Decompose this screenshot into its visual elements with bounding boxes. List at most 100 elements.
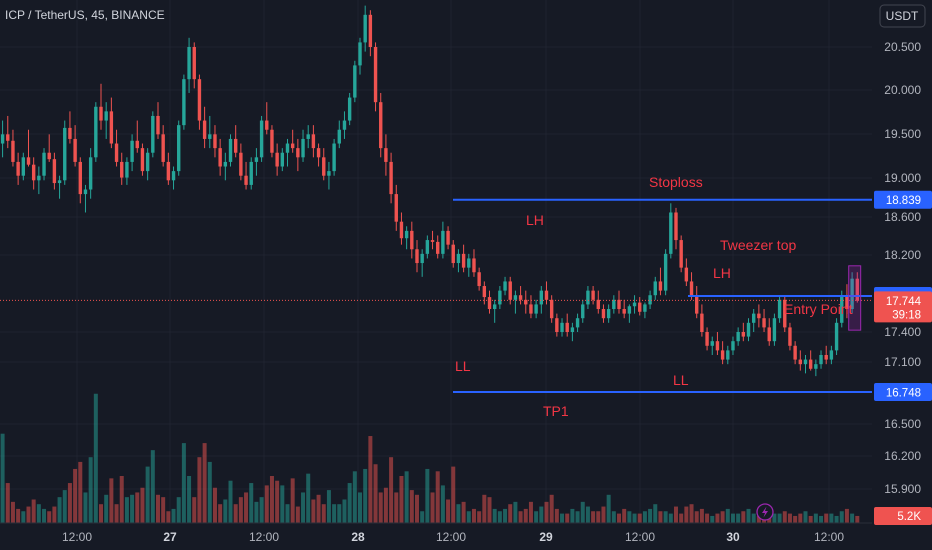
candle-body — [223, 161, 228, 167]
lightning-icon[interactable] — [756, 503, 774, 521]
candle-body — [498, 290, 502, 305]
candle-body — [710, 341, 714, 346]
candle-body — [503, 281, 507, 291]
candle-body — [746, 322, 751, 337]
volume-bar — [560, 513, 565, 523]
candle-body — [482, 286, 487, 298]
price-tick-label: 15.900 — [884, 482, 921, 496]
candle-body — [570, 327, 575, 332]
grid-lines — [0, 0, 872, 523]
candle-body — [52, 159, 57, 184]
candlesticks[interactable] — [0, 5, 859, 377]
candle-body — [6, 134, 10, 141]
candle-body — [575, 318, 580, 328]
candle-body — [68, 127, 72, 139]
candle-body — [389, 161, 393, 195]
volume-bar — [16, 508, 21, 523]
countdown-label: 39:18 — [892, 309, 921, 321]
volume-bar — [207, 461, 212, 523]
volume-bar — [705, 513, 710, 523]
candle-body — [441, 230, 445, 254]
candle-body — [487, 297, 492, 310]
candle-body — [461, 253, 466, 268]
volume-bar — [114, 504, 119, 523]
volume-bar — [523, 508, 528, 523]
volume-bar — [772, 513, 777, 523]
candle-body — [94, 106, 98, 158]
candle-body — [658, 281, 663, 291]
candle-body — [254, 157, 259, 162]
volume-bar — [332, 504, 337, 523]
volume-bar — [819, 515, 824, 523]
volume-bar — [83, 492, 88, 523]
volume-bar — [373, 464, 378, 523]
volume-bar — [508, 504, 513, 523]
volume-bar — [5, 483, 10, 523]
volume-bar — [679, 513, 684, 523]
volume-bar — [466, 511, 471, 523]
volume-bar — [622, 508, 627, 523]
price-level-lines[interactable] — [453, 198, 872, 393]
volume-bar — [42, 508, 47, 523]
candle-body — [135, 140, 139, 149]
currency-button[interactable]: USDT — [879, 4, 926, 28]
volume-bar — [295, 506, 300, 523]
volume-bar — [839, 511, 844, 523]
price-tick-label: 16.200 — [884, 449, 921, 463]
volume-bar — [394, 492, 399, 523]
volume-bar — [21, 511, 26, 523]
price-axis-panel[interactable] — [872, 0, 932, 550]
volume-bar — [223, 499, 228, 523]
candle-body — [751, 313, 756, 323]
candle-body — [700, 313, 704, 332]
volume-bar — [285, 504, 290, 523]
volume-badge-bg — [874, 507, 932, 525]
candle-body — [21, 157, 26, 176]
candle-body — [679, 240, 683, 268]
volume-bar — [787, 513, 792, 523]
volume-bar — [399, 476, 404, 523]
volume-bar — [311, 499, 316, 523]
candle-body — [363, 14, 367, 43]
candle-body — [555, 318, 559, 332]
volume-bar — [347, 483, 352, 523]
candle-body — [544, 290, 549, 300]
time-axis-ticks: 12:00 27 12:00 28 12:00 29 12:00 30 12:00 — [62, 530, 844, 544]
annotation-entry-point: Entry Point — [784, 301, 853, 317]
candle-body — [591, 290, 595, 300]
candle-body — [534, 304, 538, 314]
currency-button-frame[interactable] — [879, 4, 926, 28]
volume-bar — [409, 490, 414, 523]
volume-bar — [813, 513, 818, 523]
volume-bars — [0, 393, 860, 523]
volume-bar — [88, 457, 93, 523]
candle-body — [311, 134, 316, 149]
time-tick-label: 12:00 — [814, 530, 844, 544]
volume-bar — [435, 471, 440, 523]
currency-button-label[interactable]: USDT — [886, 9, 919, 23]
volume-bar — [534, 511, 539, 523]
candle-body — [63, 127, 67, 181]
price-tick-label: 19.500 — [884, 127, 921, 141]
volume-bar — [855, 515, 860, 523]
tweezer-top-box[interactable] — [848, 265, 862, 331]
candle-body — [16, 161, 20, 176]
volume-bar — [829, 513, 834, 523]
volume-bar — [140, 487, 145, 523]
candle-body — [539, 290, 544, 305]
volume-bar — [741, 511, 746, 523]
volume-bar — [181, 443, 186, 523]
volume-bar — [461, 501, 466, 523]
candle-body — [824, 354, 828, 360]
candle-body — [218, 148, 222, 167]
volume-bar — [668, 513, 673, 523]
volume-bar — [684, 506, 689, 523]
candle-body — [772, 318, 777, 342]
candle-body — [436, 241, 440, 254]
candle-body — [456, 253, 461, 264]
candle-body — [492, 304, 497, 310]
candle-body — [156, 115, 160, 135]
volume-bar — [487, 497, 492, 523]
candle-body — [829, 350, 834, 360]
